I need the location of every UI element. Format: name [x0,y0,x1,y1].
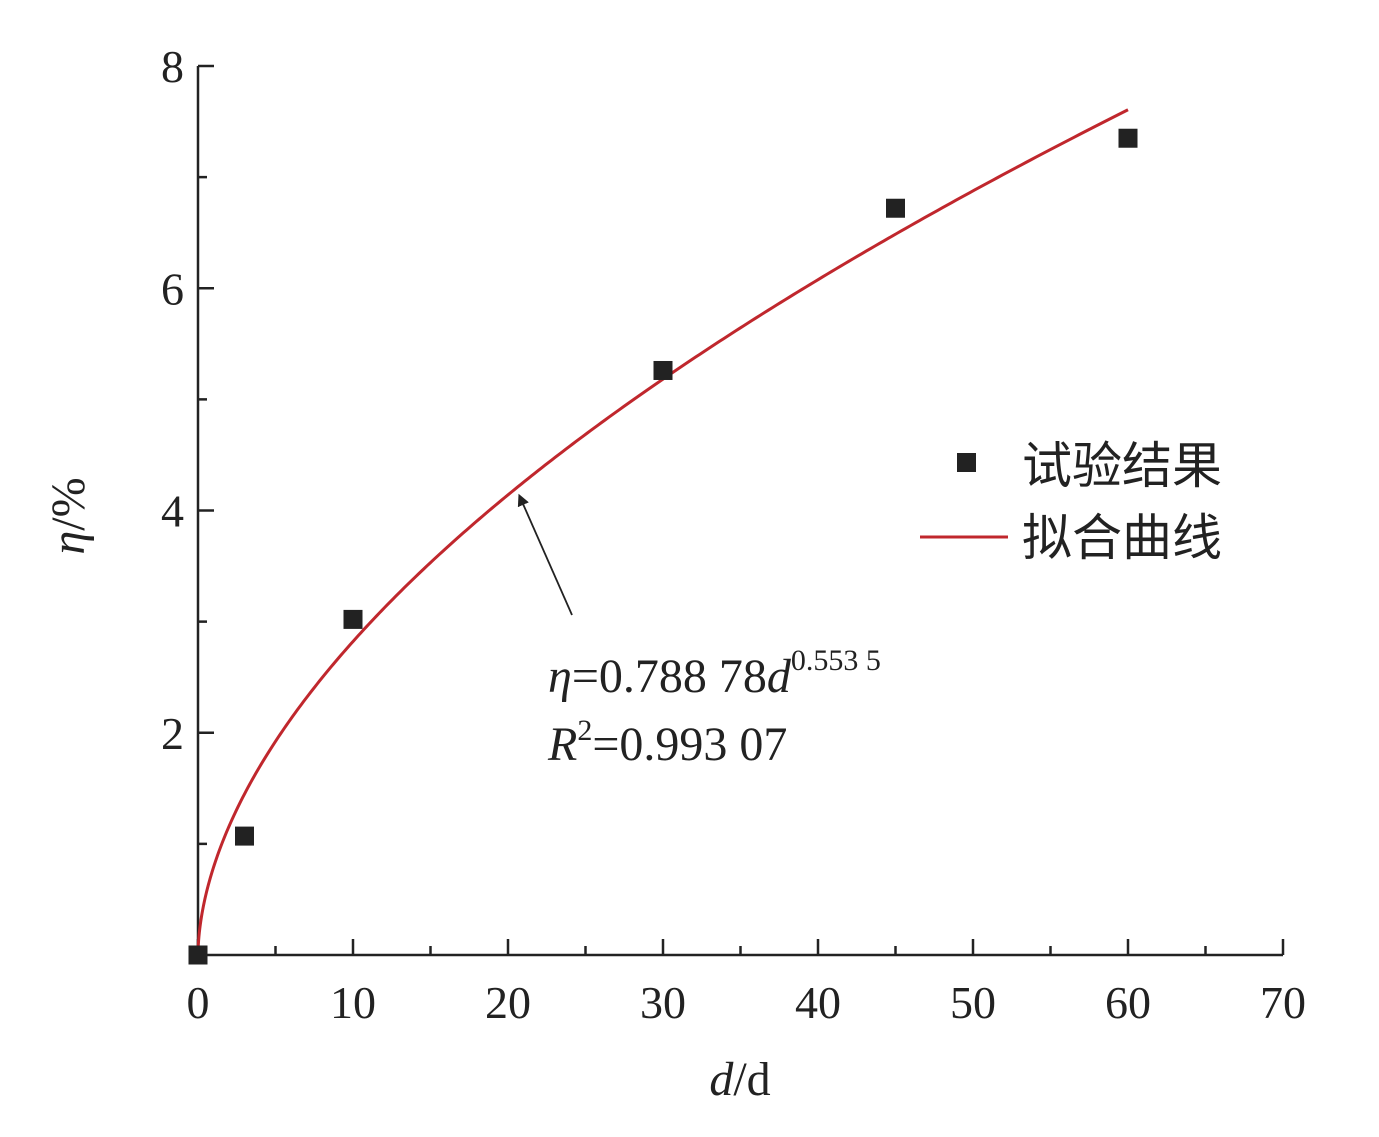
equation-exponent: 0.553 5 [791,644,881,677]
x-tick-label: 60 [1105,977,1151,1028]
equation-symbol: η [548,650,572,703]
x-tick-label: 10 [330,977,376,1028]
annotation-arrow [517,493,573,616]
y-tick-labels: 2 4 6 8 [161,41,184,759]
data-points [188,128,1138,965]
y-tick-label: 6 [161,263,184,314]
y-axis-label-unit: /% [42,477,95,530]
r-squared-symbol: R [547,718,577,771]
fit-curve-line [196,108,1129,956]
r-squared-text: R2=0.993 07 [547,714,787,771]
y-axis-label-var: η [42,531,95,555]
y-tick-label: 2 [161,708,184,759]
x-tick-label: 70 [1260,977,1306,1028]
equation-text: η=0.788 78d0.553 5 [548,644,881,703]
legend-label-fit: 拟合曲线 [1022,509,1222,567]
x-axis-label-var: d [709,1053,734,1106]
legend-label-results: 试验结果 [1022,437,1222,495]
x-tick-label: 40 [795,977,841,1028]
x-tick-label: 20 [485,977,531,1028]
y-axis-label: η/% [42,477,95,554]
x-axis-label: d/d [709,1053,770,1106]
x-tick-label: 0 [187,977,210,1028]
y-tick-label: 8 [161,41,184,92]
legend-marker-square [957,453,976,472]
y-tick-label: 4 [161,486,184,537]
y-ticks [198,64,214,846]
data-point [343,609,363,629]
data-point [886,198,905,218]
equation-variable: d [767,650,792,703]
x-tick-labels: 0 10 20 30 40 50 60 70 [187,977,1307,1028]
equation-coefficient: =0.788 78 [572,650,767,703]
x-axis-label-unit: /d [733,1053,770,1106]
data-point [188,945,208,965]
r-squared-exponent: 2 [577,714,592,747]
legend: 试验结果 拟合曲线 [920,437,1222,567]
x-tick-label: 30 [640,977,686,1028]
r-squared-value: =0.993 07 [592,718,787,771]
x-tick-label: 50 [950,977,996,1028]
x-ticks [196,939,1285,955]
data-point [1118,128,1138,148]
data-point [653,360,673,380]
data-point [235,826,254,846]
